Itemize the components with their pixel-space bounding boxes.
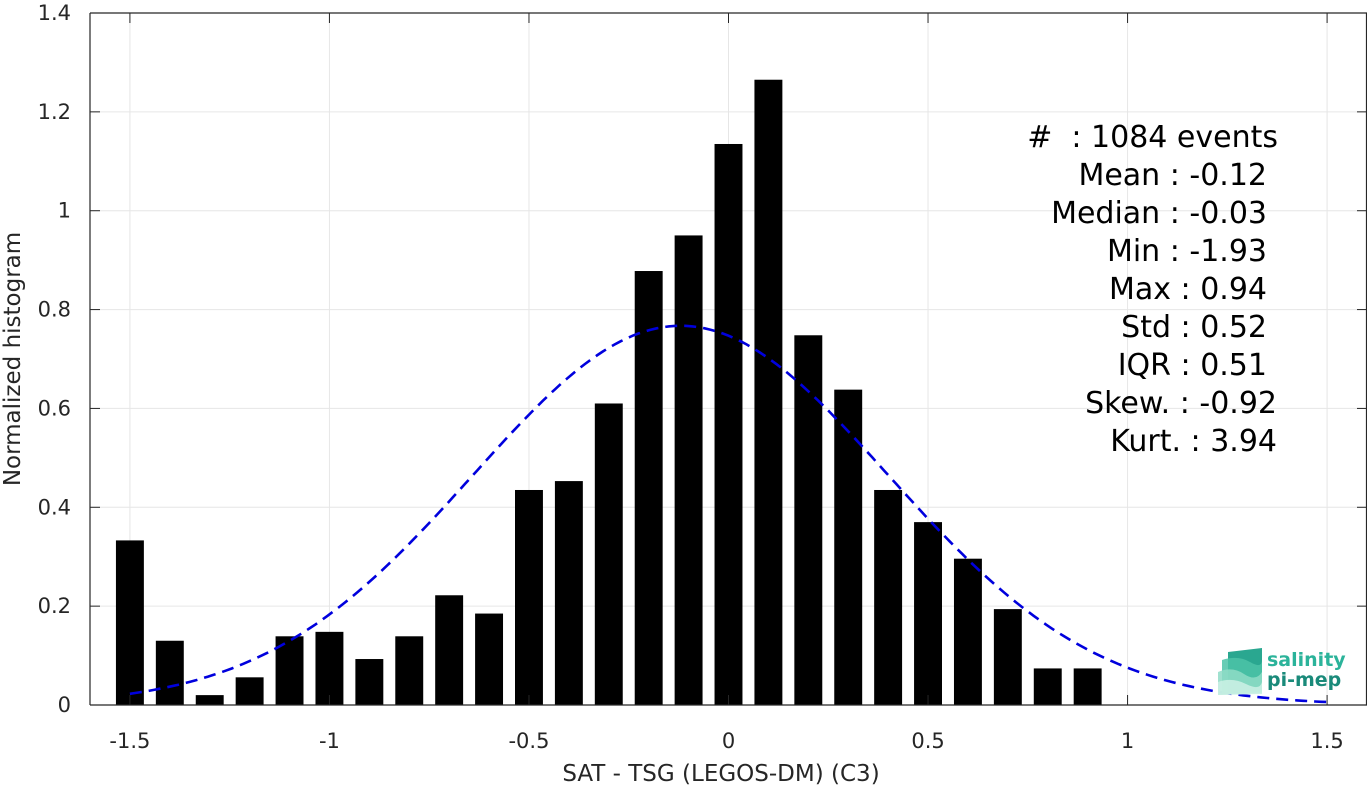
histogram-bar [914,522,942,705]
y-tick-label: 0 [58,693,71,717]
stat-std: Std : 0.52 [1121,310,1267,345]
normal-fit-curve [129,324,1328,704]
histogram-bar [594,403,623,705]
histogram-bar [155,640,184,705]
histogram-bar [794,335,823,705]
wave-logo-icon [1218,648,1262,695]
x-tick-label: 0 [722,729,735,753]
histogram-bar [195,695,224,705]
y-tick-label: 0.2 [38,594,71,618]
histogram-bar [315,631,344,705]
histogram-bar [435,595,464,705]
x-axis-label: SAT - TSG (LEGOS-DM) (C3) [562,761,879,785]
logo-line1: salinity [1267,649,1346,671]
stat-min: Min : -1.93 [1107,234,1267,269]
y-tick-label: 0.8 [38,298,71,322]
histogram-bar [115,540,144,705]
histogram-bar [515,489,543,705]
x-tick-label: 0.5 [911,729,944,753]
salinity-pimep-logo: salinity pi-mep [1218,648,1346,695]
histogram-bars [115,79,1102,705]
y-tick-labels: 0 0.2 0.4 0.6 0.8 1 1.2 1.4 [38,1,71,717]
stat-max: Max : 0.94 [1109,272,1267,307]
histogram-bar [754,79,783,705]
y-tick-label: 1 [58,199,71,223]
histogram-bar [714,143,743,705]
stat-median: Median : -0.03 [1051,196,1267,231]
stat-skew: Skew. : -0.92 [1085,386,1277,421]
stat-kurt: Kurt. : 3.94 [1110,424,1277,459]
y-tick-label: 1.4 [38,1,71,25]
histogram-bar [834,389,863,705]
stats-annotation: # : 1084 events Mean : -0.12 Median : -0… [1027,120,1278,459]
histogram-bar [475,613,504,705]
stat-iqr: IQR : 0.51 [1118,348,1267,383]
histogram-bar [674,235,703,705]
histogram-bar [993,609,1022,705]
stat-events: # : 1084 events [1027,120,1278,155]
histogram-bar [1073,668,1102,705]
y-tick-label: 0.6 [38,396,71,420]
histogram-bar [953,558,982,705]
logo-line2: pi-mep [1267,669,1341,691]
histogram-bar [235,677,264,705]
x-tick-label: -0.5 [508,729,549,753]
x-tick-labels: -1.5 -1 -0.5 0 0.5 1 1.5 [109,729,1343,753]
stat-mean: Mean : -0.12 [1078,158,1267,193]
histogram-bar [634,271,663,705]
x-tick-label: 1.5 [1310,729,1343,753]
histogram-bar [275,636,304,705]
histogram-bar [874,489,903,705]
histogram-bar [554,481,583,705]
histogram-bar [355,659,384,705]
x-tick-label: 1 [1121,729,1134,753]
x-tick-label: -1 [319,729,340,753]
y-tick-label: 0.4 [38,495,71,519]
histogram-bar [395,636,424,705]
x-tick-label: -1.5 [109,729,150,753]
y-axis-label: Normalized histogram [0,232,26,486]
histogram-bar [1033,668,1062,705]
y-tick-label: 1.2 [38,100,71,124]
